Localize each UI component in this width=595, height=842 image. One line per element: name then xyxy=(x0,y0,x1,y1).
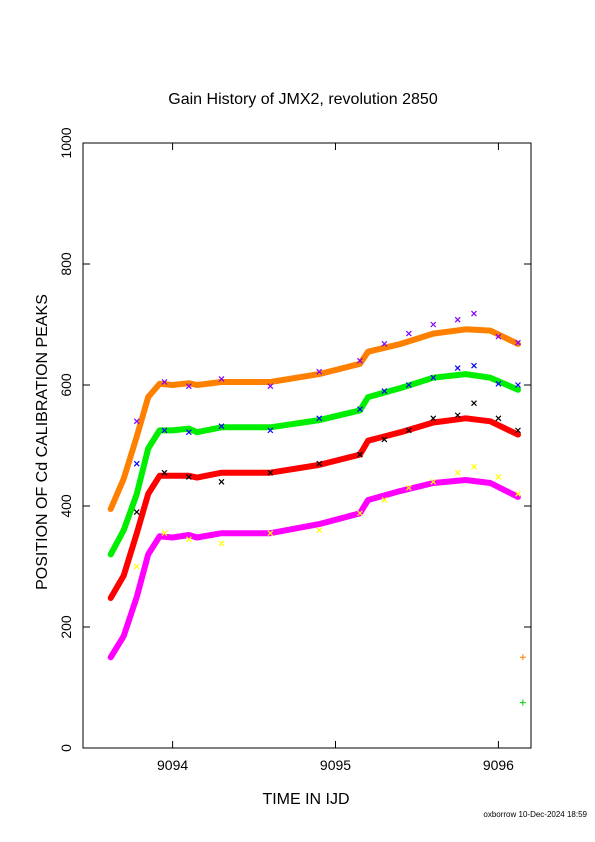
data-point xyxy=(405,484,412,491)
fit-line-1 xyxy=(107,371,521,558)
data-point xyxy=(218,540,225,547)
data-point xyxy=(515,427,521,434)
data-point xyxy=(454,365,461,371)
data-point xyxy=(430,478,437,485)
plot-frame xyxy=(82,142,532,749)
data-point xyxy=(218,376,225,382)
data-point xyxy=(405,382,412,388)
data-point xyxy=(357,510,363,517)
data-point xyxy=(316,527,323,534)
plot-area xyxy=(107,310,526,706)
data-point xyxy=(430,374,437,381)
data-point xyxy=(381,388,388,394)
x-tick-label: 9096 xyxy=(483,757,514,773)
data-point xyxy=(161,427,168,434)
fit-line-0 xyxy=(107,326,521,512)
data-point xyxy=(357,357,363,364)
data-point xyxy=(381,340,388,347)
y-tick-label: 600 xyxy=(58,373,74,397)
data-point xyxy=(161,530,168,537)
data-point xyxy=(495,474,502,480)
data-point xyxy=(471,400,477,407)
data-point xyxy=(471,463,477,470)
y-tick-label: 400 xyxy=(58,494,74,518)
y-tick-label: 200 xyxy=(58,615,74,639)
data-point xyxy=(357,406,363,413)
data-point xyxy=(430,415,437,422)
data-point xyxy=(133,509,140,515)
data-point xyxy=(381,497,388,503)
data-point xyxy=(515,382,521,388)
y-tick-label: 1000 xyxy=(58,127,74,158)
data-point xyxy=(185,383,192,390)
x-tick-label: 9095 xyxy=(320,757,351,773)
data-point xyxy=(185,429,192,436)
x-axis: 9094 9095 9096 xyxy=(157,143,514,773)
footer-stamp: oxborrow 10-Dec-2024 18:59 xyxy=(483,810,587,819)
data-point xyxy=(495,415,502,422)
x-axis-label: TIME IN IJD xyxy=(262,791,349,808)
chart-title: Gain History of JMX2, revolution 2850 xyxy=(168,91,438,108)
data-point xyxy=(454,412,461,419)
outlier-point xyxy=(519,699,526,706)
data-point xyxy=(185,474,192,480)
data-point xyxy=(161,379,168,385)
data-point xyxy=(133,418,140,425)
data-point xyxy=(495,333,502,340)
data-point xyxy=(430,321,437,328)
y-axis: 0 200 400 600 800 1000 xyxy=(58,127,531,752)
data-point xyxy=(495,380,502,387)
data-point xyxy=(218,423,225,430)
data-point xyxy=(267,427,274,434)
data-point xyxy=(316,368,323,375)
data-point xyxy=(471,310,477,317)
data-point xyxy=(133,460,140,467)
data-point xyxy=(454,469,461,476)
y-axis-label: POSITION OF Cd CALIBRATION PEAKS xyxy=(34,294,51,590)
data-point xyxy=(454,316,461,323)
data-point xyxy=(133,563,140,570)
fit-line-2 xyxy=(107,415,521,601)
y-tick-label: 0 xyxy=(58,744,74,752)
data-point xyxy=(381,436,388,443)
data-point xyxy=(515,339,521,346)
data-point xyxy=(218,478,225,485)
x-tick-label: 9094 xyxy=(157,757,188,773)
y-tick-label: 800 xyxy=(58,252,74,276)
data-point xyxy=(471,362,477,369)
data-point xyxy=(185,536,192,543)
data-point xyxy=(515,490,521,497)
data-point xyxy=(405,427,412,434)
data-point xyxy=(316,415,323,422)
outlier-point xyxy=(519,654,526,661)
fit-line-3 xyxy=(107,477,521,661)
data-point xyxy=(405,330,412,337)
data-point xyxy=(316,460,323,467)
data-point xyxy=(161,469,168,476)
data-point xyxy=(267,469,274,476)
data-point xyxy=(267,383,274,390)
data-point xyxy=(357,451,363,458)
data-point xyxy=(267,530,274,537)
